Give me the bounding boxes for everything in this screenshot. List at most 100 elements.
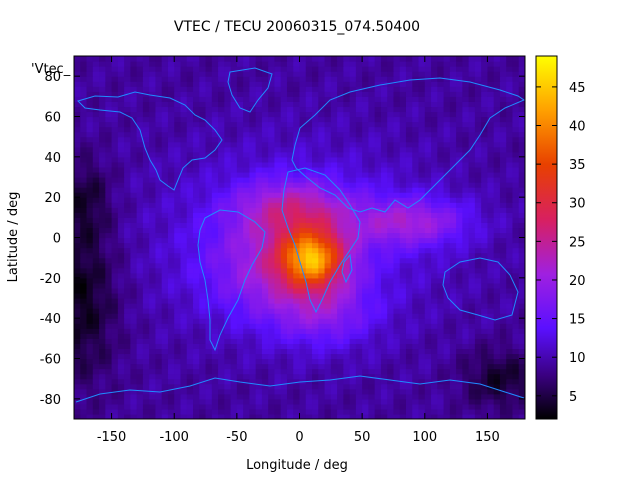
heatmap-cell xyxy=(86,353,94,360)
heatmap-cell xyxy=(424,71,432,77)
heatmap-cell xyxy=(493,197,501,203)
heatmap-cell xyxy=(274,121,282,128)
heatmap-cell xyxy=(456,267,463,274)
heatmap-cell xyxy=(268,343,276,350)
heatmap-cell xyxy=(142,217,150,223)
heatmap-cell xyxy=(349,323,357,329)
heatmap-cell xyxy=(174,116,182,123)
heatmap-cell xyxy=(218,368,225,375)
heatmap-cell xyxy=(236,187,244,193)
heatmap-cell xyxy=(199,171,207,178)
heatmap-cell xyxy=(481,166,489,173)
heatmap-cell xyxy=(318,177,326,183)
heatmap-cell xyxy=(512,272,520,279)
heatmap-cell xyxy=(312,81,319,87)
heatmap-cell xyxy=(155,171,163,178)
heatmap-cell xyxy=(355,192,363,198)
heatmap-cell xyxy=(405,378,413,385)
heatmap-cell xyxy=(324,272,332,279)
heatmap-cell xyxy=(236,393,244,400)
heatmap-cell xyxy=(462,323,470,329)
heatmap-cell xyxy=(343,247,351,254)
heatmap-cell xyxy=(337,81,344,87)
heatmap-cell xyxy=(293,212,301,218)
heatmap-cell xyxy=(405,398,413,405)
heatmap-cell xyxy=(337,338,344,344)
heatmap-cell xyxy=(481,328,489,334)
heatmap-cell xyxy=(474,393,482,400)
heatmap-cell xyxy=(224,252,232,259)
heatmap-cell xyxy=(493,76,501,82)
heatmap-cell xyxy=(92,192,100,198)
heatmap-cell xyxy=(387,323,395,329)
heatmap-cell xyxy=(261,413,269,419)
heatmap-cell xyxy=(286,267,294,274)
heatmap-cell xyxy=(236,338,244,344)
heatmap-cell xyxy=(274,141,282,148)
heatmap-cell xyxy=(512,333,520,339)
heatmap-cell xyxy=(330,177,338,183)
heatmap-cell xyxy=(393,247,401,254)
heatmap-cell xyxy=(161,212,169,218)
heatmap-cell xyxy=(393,338,401,344)
heatmap-cell xyxy=(236,192,244,198)
heatmap-cell xyxy=(224,323,232,329)
heatmap-cell xyxy=(418,313,426,319)
heatmap-cell xyxy=(130,182,138,188)
heatmap-cell xyxy=(249,166,257,173)
heatmap-cell xyxy=(136,298,144,304)
heatmap-cell xyxy=(512,182,520,188)
heatmap-cell xyxy=(243,408,250,415)
heatmap-cell xyxy=(142,232,150,239)
heatmap-cell xyxy=(86,192,94,198)
heatmap-cell xyxy=(481,308,489,314)
heatmap-cell xyxy=(506,141,514,148)
heatmap-cell xyxy=(211,277,219,284)
heatmap-cell xyxy=(155,282,163,289)
heatmap-cell xyxy=(437,328,445,334)
heatmap-cell xyxy=(393,146,401,153)
heatmap-cell xyxy=(293,81,301,87)
heatmap-cell xyxy=(474,338,482,344)
heatmap-cell xyxy=(481,247,489,254)
heatmap-cell xyxy=(155,313,163,319)
heatmap-cell xyxy=(418,358,426,365)
heatmap-cell xyxy=(274,323,282,329)
heatmap-cell xyxy=(499,408,507,415)
heatmap-cell xyxy=(193,368,200,375)
heatmap-cell xyxy=(374,101,382,108)
heatmap-cell xyxy=(305,116,313,123)
heatmap-cell xyxy=(330,393,338,400)
heatmap-cell xyxy=(255,187,263,193)
heatmap-cell xyxy=(512,212,520,218)
heatmap-cell xyxy=(249,187,257,193)
heatmap-cell xyxy=(324,308,332,314)
heatmap-cell xyxy=(92,378,100,385)
heatmap-cell xyxy=(268,106,276,113)
heatmap-cell xyxy=(80,373,88,380)
heatmap-cell xyxy=(243,308,250,314)
heatmap-cell xyxy=(368,182,376,188)
heatmap-cell xyxy=(180,353,188,360)
heatmap-cell xyxy=(431,197,438,203)
heatmap-cell xyxy=(506,242,514,249)
heatmap-cell xyxy=(456,202,463,208)
heatmap-cell xyxy=(343,237,351,244)
heatmap-cell xyxy=(512,373,520,380)
heatmap-cell xyxy=(74,217,81,223)
heatmap-cell xyxy=(136,111,144,118)
heatmap-cell xyxy=(105,86,113,92)
heatmap-cell xyxy=(424,388,432,395)
heatmap-cell xyxy=(92,348,100,355)
heatmap-cell xyxy=(512,166,520,173)
heatmap-cell xyxy=(343,166,351,173)
heatmap-cell xyxy=(224,96,232,102)
heatmap-cell xyxy=(86,262,94,269)
heatmap-cell xyxy=(499,207,507,213)
heatmap-cell xyxy=(249,338,257,344)
heatmap-cell xyxy=(218,343,225,350)
heatmap-cell xyxy=(368,187,376,193)
heatmap-cell xyxy=(124,338,131,344)
heatmap-cell xyxy=(180,388,188,395)
heatmap-cell xyxy=(355,257,363,264)
